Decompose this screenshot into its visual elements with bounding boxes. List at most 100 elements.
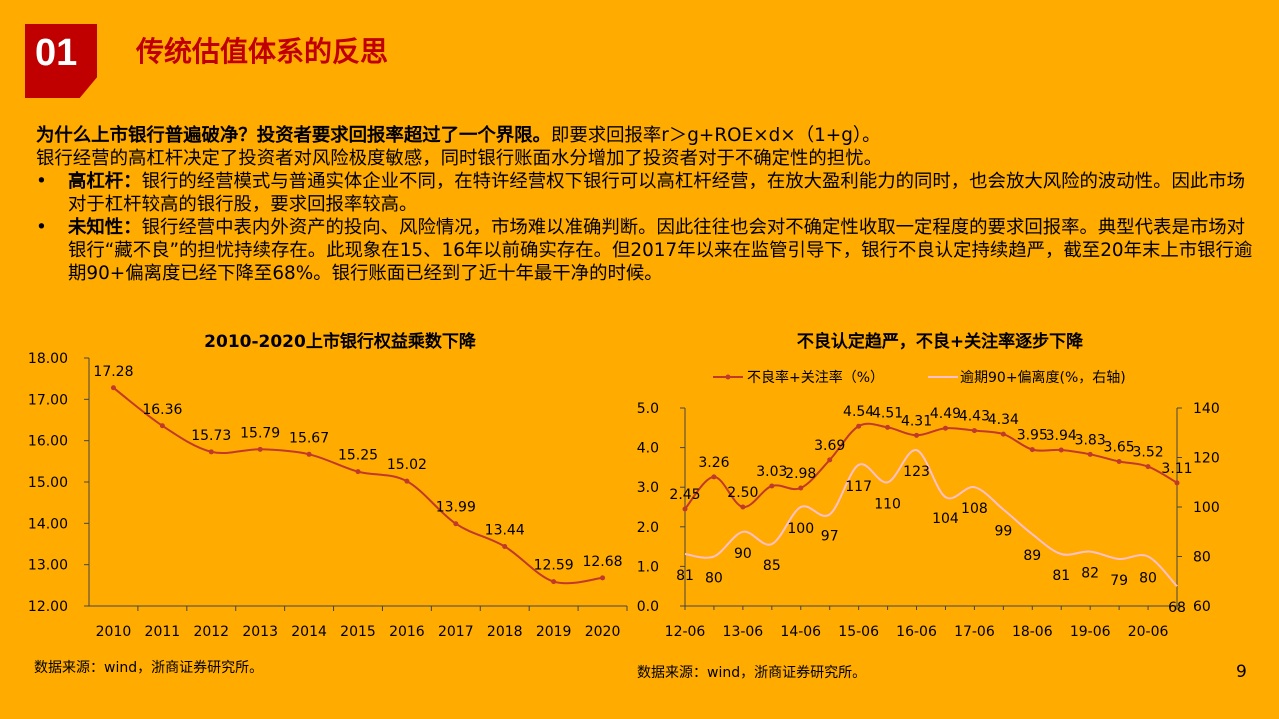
page-number: 9 bbox=[1236, 662, 1247, 682]
npl-data-point bbox=[1058, 447, 1064, 453]
npl-data-point bbox=[885, 424, 891, 430]
data-label: 13.99 bbox=[436, 500, 476, 516]
npl-data-label: 2.50 bbox=[727, 485, 758, 501]
second-line: 银行经营的高杠杆决定了投资者对风险极度敏感，同时银行账面水分增加了投资者对于不确… bbox=[36, 148, 882, 169]
source-note-right: 数据来源：wind，浙商证券研究所。 bbox=[637, 665, 867, 681]
y-right-tick-label: 120 bbox=[1193, 451, 1220, 467]
deviation-data-label: 100 bbox=[787, 521, 814, 537]
npl-data-label: 3.03 bbox=[756, 464, 787, 480]
lead-rest: 即要求回报率r＞g+ROE×d×（1+g）。 bbox=[550, 125, 881, 146]
y-tick-label: 16.00 bbox=[28, 434, 68, 450]
section-number-badge: 01 bbox=[25, 24, 97, 98]
y-left-tick-label: 4.0 bbox=[637, 441, 659, 457]
x-tick-label: 18-06 bbox=[1012, 624, 1053, 640]
source-note-left: 数据来源：wind，浙商证券研究所。 bbox=[34, 660, 264, 676]
y-left-tick-label: 2.0 bbox=[637, 520, 659, 536]
x-tick-label: 16-06 bbox=[896, 624, 937, 640]
npl-data-point bbox=[971, 428, 977, 434]
npl-chart: 不良率+关注率（%） 逾期90+偏离度(%，右轴) 0.0 1.0 2.0 3.0 4.0 5… bbox=[637, 369, 1220, 640]
npl-data-label: 3.11 bbox=[1161, 461, 1192, 477]
x-tick-label: 2017 bbox=[438, 624, 474, 640]
npl-data-point bbox=[798, 485, 804, 491]
deviation-line bbox=[684, 449, 1178, 587]
bullet2-text: 银行经营中表内外资产的投向、风险情况，市场难以准确判断。因此往往也会对不确定性收… bbox=[68, 217, 1253, 284]
data-label: 17.28 bbox=[93, 364, 133, 380]
x-tick-label: 15-06 bbox=[838, 624, 879, 640]
y-right-tick-label: 100 bbox=[1193, 500, 1220, 516]
npl-data-point bbox=[1000, 431, 1006, 437]
npl-data-label: 4.54 bbox=[843, 404, 874, 420]
x-tick-label: 2018 bbox=[487, 624, 523, 640]
data-label: 15.02 bbox=[387, 457, 427, 473]
x-tick-label: 2020 bbox=[585, 624, 621, 640]
legend-marker-npl bbox=[725, 374, 731, 380]
y-right-tick-label: 140 bbox=[1193, 401, 1220, 417]
npl-data-label: 2.98 bbox=[785, 466, 816, 482]
npl-data-point bbox=[682, 506, 688, 512]
npl-data-label: 4.43 bbox=[959, 409, 990, 425]
deviation-data-label: 117 bbox=[845, 479, 872, 495]
npl-data-point bbox=[711, 474, 717, 480]
y-right-tick-label: 80 bbox=[1193, 550, 1211, 566]
deviation-data-label: 85 bbox=[763, 558, 781, 574]
y-tick-label: 18.00 bbox=[28, 351, 68, 367]
npl-data-label: 4.31 bbox=[901, 413, 932, 429]
x-tick-label: 14-06 bbox=[780, 624, 821, 640]
data-point bbox=[110, 385, 116, 391]
data-point bbox=[502, 543, 508, 549]
y-left-tick-label: 1.0 bbox=[637, 559, 659, 575]
bullet2-heading: 未知性： bbox=[68, 217, 142, 238]
data-label: 15.25 bbox=[338, 448, 378, 464]
bullet-dot: • bbox=[36, 217, 47, 238]
bullet1-text: 银行的经营模式与普通实体企业不同，在特许经营权下银行可以高杠杆经营，在放大盈利能… bbox=[68, 171, 1246, 215]
data-point bbox=[453, 521, 459, 527]
y-tick-label: 14.00 bbox=[28, 516, 68, 532]
y-left-tick-label: 0.0 bbox=[637, 599, 659, 615]
npl-data-point bbox=[942, 425, 948, 431]
npl-data-point bbox=[1029, 447, 1035, 453]
data-label: 15.73 bbox=[191, 428, 231, 444]
bullet1-heading: 高杠杆： bbox=[68, 171, 142, 192]
data-point bbox=[355, 469, 361, 475]
deviation-data-label: 104 bbox=[932, 511, 959, 527]
deviation-data-label: 79 bbox=[1110, 573, 1128, 589]
y-left-tick-label: 3.0 bbox=[637, 480, 659, 496]
deviation-data-label: 110 bbox=[874, 496, 901, 512]
x-tick-label: 2013 bbox=[242, 624, 278, 640]
y-left-tick-label: 5.0 bbox=[637, 401, 659, 417]
x-tick-label: 19-06 bbox=[1070, 624, 1111, 640]
bullet-uncertainty: • 未知性：银行经营中表内外资产的投向、风险情况，市场难以准确判断。因此往往也会… bbox=[36, 216, 1261, 285]
chart1-title: 2010-2020上市银行权益乘数下降 bbox=[204, 332, 476, 352]
data-point bbox=[257, 446, 263, 452]
x-tick-label: 2019 bbox=[536, 624, 572, 640]
x-tick-label: 12-06 bbox=[665, 624, 706, 640]
npl-data-point bbox=[914, 432, 920, 438]
npl-data-label: 3.65 bbox=[1104, 439, 1135, 455]
npl-data-label: 3.26 bbox=[698, 455, 729, 471]
data-point bbox=[551, 579, 557, 585]
npl-data-label: 4.49 bbox=[930, 406, 961, 422]
deviation-data-label: 99 bbox=[994, 523, 1012, 539]
deviation-data-label: 82 bbox=[1081, 566, 1099, 582]
data-point bbox=[208, 449, 214, 455]
bullet-dot: • bbox=[36, 171, 47, 192]
data-point bbox=[159, 423, 165, 429]
npl-data-point bbox=[1145, 464, 1151, 470]
npl-data-point bbox=[856, 423, 862, 429]
x-tick-label: 2014 bbox=[291, 624, 327, 640]
deviation-data-label: 90 bbox=[734, 546, 752, 562]
deviation-data-label: 81 bbox=[676, 568, 694, 584]
npl-data-point bbox=[1087, 451, 1093, 457]
deviation-data-label: 80 bbox=[1139, 571, 1157, 587]
deviation-data-label: 123 bbox=[903, 464, 930, 480]
npl-data-label: 4.51 bbox=[872, 405, 903, 421]
data-label: 15.79 bbox=[240, 425, 280, 441]
data-label: 12.59 bbox=[534, 558, 574, 574]
data-point bbox=[306, 451, 312, 457]
deviation-data-label: 97 bbox=[821, 528, 839, 544]
page-title: 传统估值体系的反思 bbox=[136, 35, 389, 68]
deviation-data-label: 80 bbox=[705, 571, 723, 587]
equity-multiplier-chart: 12.00 13.00 14.00 15.00 16.00 17.00 18.00 2010 2… bbox=[28, 351, 628, 640]
x-tick-label: 2010 bbox=[96, 624, 132, 640]
deviation-data-label: 81 bbox=[1052, 568, 1070, 584]
